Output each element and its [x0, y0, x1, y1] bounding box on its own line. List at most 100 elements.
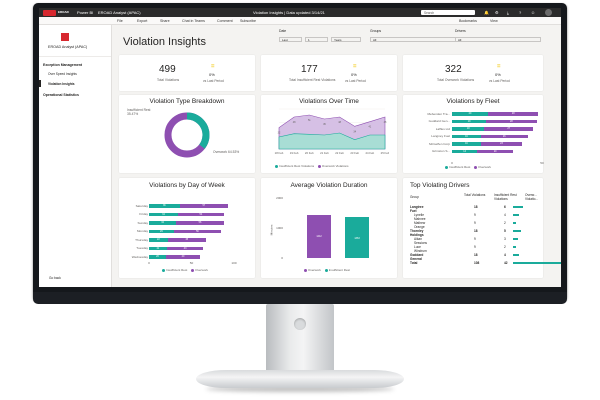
bar-insufficient[interactable]	[149, 229, 174, 233]
table-cell-total: 9	[474, 221, 476, 225]
help-icon[interactable]: ?	[519, 10, 522, 15]
bar-insufficient[interactable]	[149, 212, 178, 216]
legend-overwork: Overwork	[195, 268, 208, 272]
table-cell-group[interactable]: Goddard General	[410, 253, 424, 261]
groups-select[interactable]: All	[370, 37, 456, 42]
bar-insufficient[interactable]	[452, 149, 478, 153]
menu-chat[interactable]: Chat in Teams	[182, 19, 205, 23]
bar-overwork[interactable]	[176, 221, 224, 225]
bar-overwork[interactable]	[173, 229, 222, 233]
table-cell-total: 9	[474, 213, 476, 217]
date-unit-select[interactable]: Years	[331, 37, 361, 42]
column-insufficient[interactable]: Insufficient Rest Violations	[494, 193, 517, 201]
x-tick-label: 0	[451, 161, 453, 165]
bar-insufficient[interactable]	[452, 134, 481, 138]
bar-data-label: 20	[156, 255, 159, 259]
area-data-label: 45	[323, 123, 326, 126]
bar-overwork[interactable]	[480, 134, 528, 138]
table-cell-group[interactable]: Thornley Holdings	[410, 229, 424, 237]
menu-share[interactable]: Share	[160, 19, 170, 23]
table-cell-group[interactable]: Mathew Orange	[414, 221, 426, 229]
table-databar	[513, 245, 517, 248]
bell-icon[interactable]: 🔔	[484, 10, 489, 15]
table-cell-group[interactable]: Lynelle Mahnee	[414, 213, 426, 221]
bar-overwork[interactable]	[480, 142, 523, 146]
menu-comment[interactable]: Comment	[217, 19, 233, 23]
drivers-select[interactable]: All	[455, 37, 541, 42]
column-group[interactable]: Group	[410, 195, 419, 199]
legend-overwork-violations: Overwork Violations	[321, 164, 349, 168]
sidebar-item-violation[interactable]: Violation Insights	[48, 82, 75, 86]
go-back-link[interactable]: Go back	[49, 276, 61, 280]
bar-overwork[interactable]	[167, 238, 206, 242]
bar-insufficient[interactable]	[452, 142, 481, 146]
stand-shadow	[206, 386, 394, 392]
bar-overwork[interactable]	[477, 149, 514, 153]
duration-legend: Overwork Insufficient Rest	[304, 268, 350, 272]
bar-insufficient[interactable]	[149, 221, 177, 225]
download-icon[interactable]: ⤓	[507, 10, 509, 15]
search-box[interactable]	[421, 10, 475, 15]
table-cell-insufficient: 3	[504, 237, 506, 241]
kpi-total-violations: 499 Total Violations = 0% vs Last Period	[119, 55, 255, 91]
card-violations-over-time: Violations Over Time 32 48 51 45 48 34 41 48 18 …	[261, 95, 397, 173]
bar-data-label: 26	[502, 134, 506, 138]
bar-overwork[interactable]	[488, 112, 539, 116]
bar-category-label: Mebenden Tra...	[427, 111, 450, 116]
menu-export[interactable]: Export	[137, 19, 148, 23]
donut-slice-insufficient[interactable]	[164, 112, 210, 158]
neutral-trend-icon: =	[353, 64, 357, 70]
bar-insufficient[interactable]	[149, 204, 180, 208]
bar-data-label: 36	[162, 204, 166, 208]
table-cell-insufficient: 4	[504, 213, 506, 217]
bar-insufficient[interactable]	[452, 127, 485, 131]
bar-overwork[interactable]	[166, 255, 200, 259]
settings-icon[interactable]: ⚙	[495, 10, 499, 15]
avatar[interactable]	[545, 9, 552, 16]
bar-data-label: 32	[161, 221, 164, 225]
bar-overwork[interactable]	[484, 127, 533, 131]
menu-view[interactable]: View	[490, 19, 498, 23]
sidebar-section-operational[interactable]: Operational Statistics	[43, 93, 79, 97]
table-cell-group[interactable]: Total	[410, 261, 418, 265]
bar-overwork[interactable]	[177, 212, 224, 216]
bar-insufficient[interactable]	[452, 119, 487, 123]
bar-overwork[interactable]	[166, 246, 204, 250]
column-overwork[interactable]: Overw... Violatio...	[525, 193, 539, 201]
table-cell-group[interactable]: Luce Windrum	[414, 245, 427, 253]
table-cell-group[interactable]: Aikan Sessions	[414, 237, 427, 245]
kpi-change-label: vs Last Period	[203, 79, 224, 83]
duration-bar-insufficient[interactable]	[345, 217, 369, 258]
menu-subscribe[interactable]: Subscribe	[240, 19, 256, 23]
bar-data-label: 57	[202, 204, 206, 208]
drivers-filter-label: Drivers	[455, 29, 466, 33]
bar-insufficient[interactable]	[149, 246, 167, 250]
donut-label-insufficient: Insufficient Rest 35.47%	[127, 108, 151, 116]
date-mode-select[interactable]: Last	[279, 37, 302, 42]
legend-insufficient-rest: Insufficient Rest	[166, 268, 188, 272]
sidebar-section-exception[interactable]: Exception Management	[43, 63, 83, 67]
table-cell-group[interactable]: Langtree Fuel	[410, 205, 424, 213]
bar-overwork[interactable]	[179, 204, 229, 208]
kpi-label: Total Insufficient Rest Violations	[289, 78, 336, 82]
x-tick-label: 22 Feb	[335, 151, 344, 155]
duration-bar-overwork[interactable]	[307, 214, 331, 258]
sidebar-item-over-speed[interactable]: Over Speed Insights	[48, 72, 77, 76]
bar-insufficient[interactable]	[452, 112, 488, 116]
day-legend: Insufficient Rest Overwork	[162, 268, 208, 272]
bar-overwork[interactable]	[486, 119, 537, 123]
menu-bookmarks[interactable]: Bookmarks	[459, 19, 477, 23]
column-total[interactable]: Total Violations	[464, 193, 486, 197]
bar-data-label: 19	[467, 119, 471, 123]
feedback-icon[interactable]: ☺	[531, 10, 536, 15]
bar-insufficient[interactable]	[149, 255, 166, 259]
menu-file[interactable]: File	[117, 19, 123, 23]
date-filter-label: Date	[279, 29, 287, 33]
chart-title: Violations by Fleet	[446, 98, 500, 105]
bar-category-label: Saturday	[135, 203, 148, 208]
bar-insufficient[interactable]	[149, 238, 168, 242]
search-placeholder: Search	[424, 10, 435, 15]
monitor-stand-neck	[266, 304, 334, 376]
chart-title: Violations Over Time	[299, 98, 359, 105]
date-value-input[interactable]: 1	[305, 37, 328, 42]
